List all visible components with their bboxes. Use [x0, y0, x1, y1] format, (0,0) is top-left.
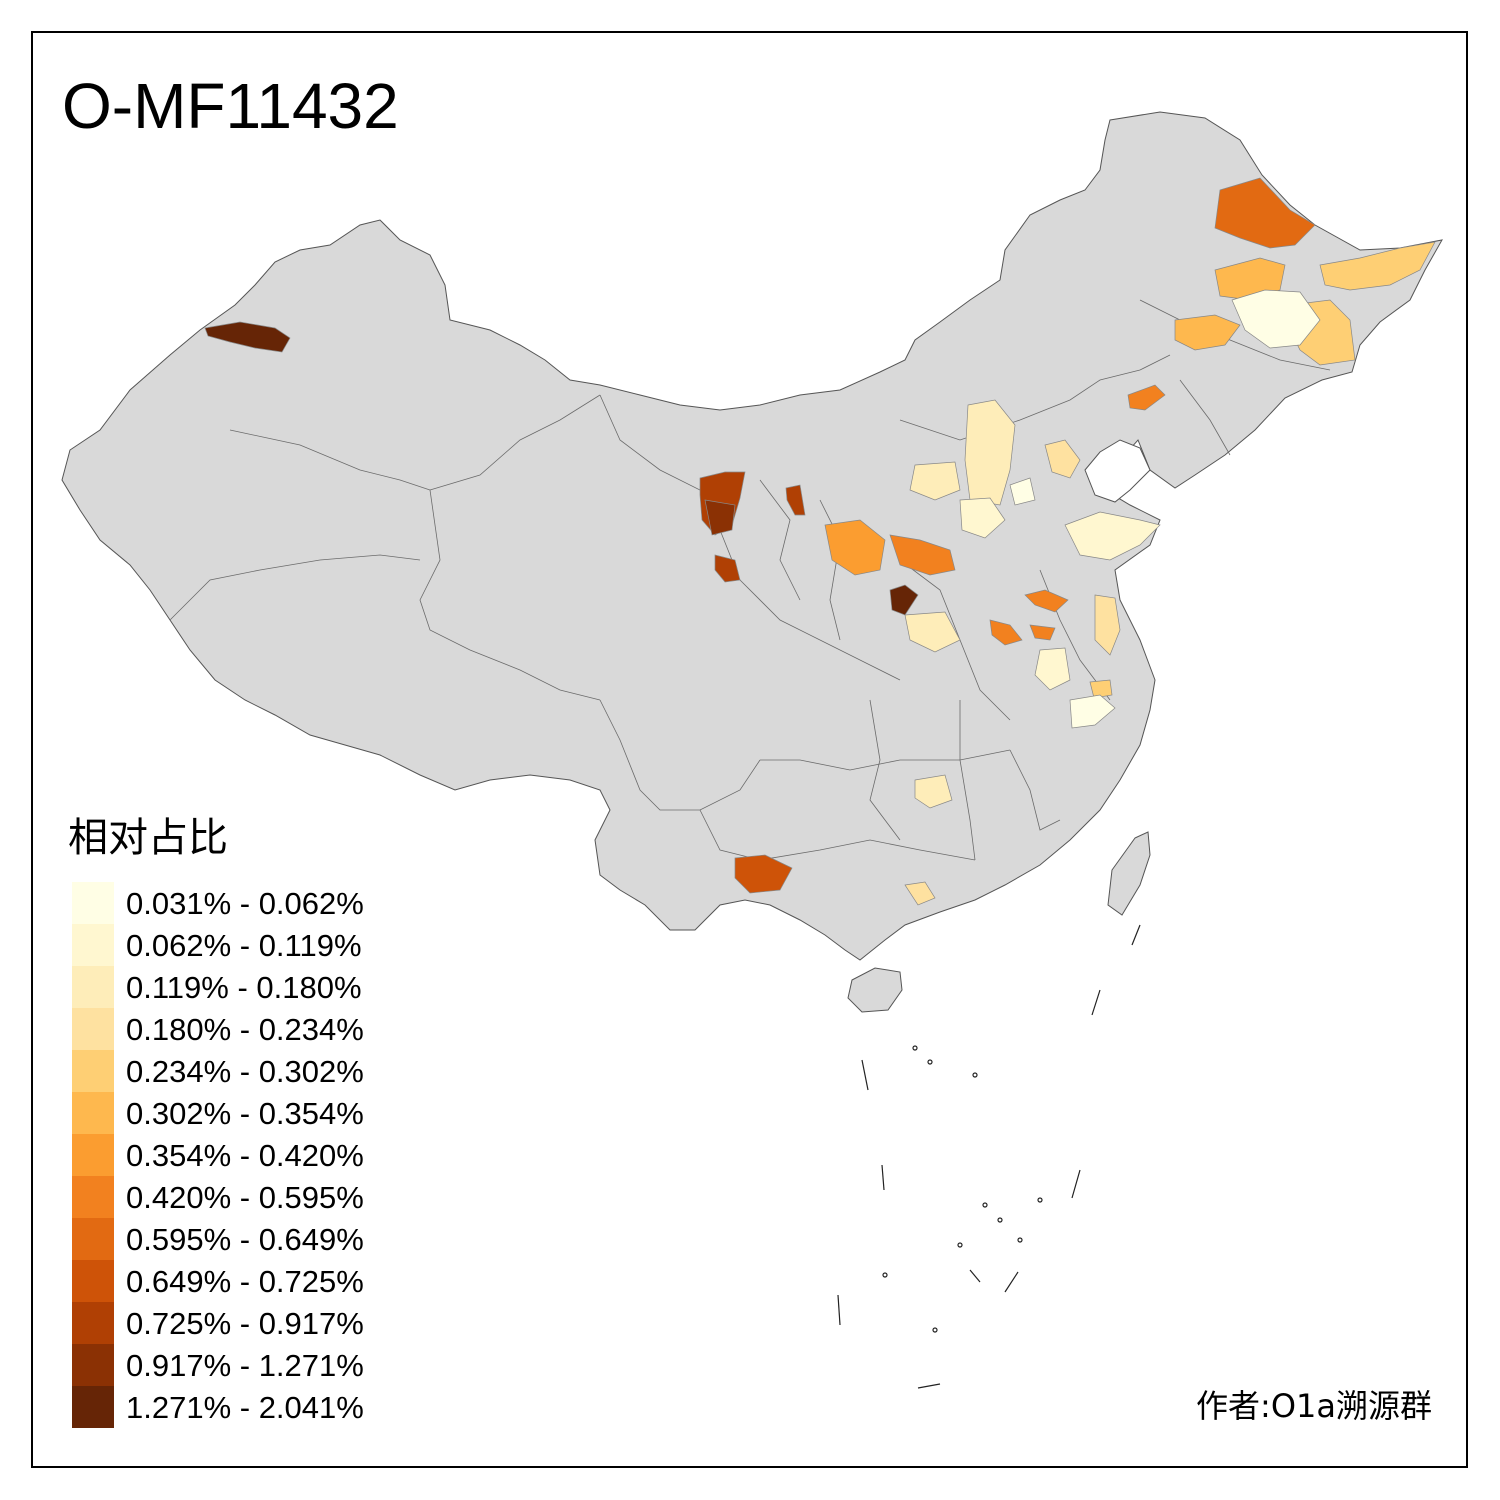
- region-inner-mongolia: [964, 399, 1016, 506]
- legend-label: 0.917% - 1.271%: [126, 1348, 364, 1383]
- region-hubei: [914, 774, 953, 809]
- taiwan-island: [1107, 831, 1151, 916]
- region-beijing: [1009, 477, 1036, 506]
- region-ningxia: [785, 484, 806, 516]
- legend-swatch: [72, 1134, 114, 1176]
- legend-label: 0.180% - 0.234%: [126, 1012, 364, 1047]
- region-shanxi-b: [909, 461, 961, 501]
- region-liaoning-b: [1174, 314, 1241, 351]
- region-shaanxi-a: [824, 519, 886, 576]
- author-credit: 作者:O1a溯源群: [1196, 1387, 1432, 1425]
- province-borders: [169, 299, 1331, 861]
- region-zhangye: [704, 499, 736, 536]
- region-shanxi-a: [889, 534, 956, 576]
- china-landmass: [61, 111, 1443, 961]
- legend-title: 相对占比: [68, 815, 228, 861]
- region-guangdong: [904, 881, 936, 906]
- region-ili: [204, 321, 291, 353]
- legend-swatch: [72, 924, 114, 966]
- legend-swatch: [72, 1302, 114, 1344]
- region-liaoning-a: [1127, 384, 1166, 411]
- legend-swatch: [72, 1260, 114, 1302]
- legend-label: 0.062% - 0.119%: [126, 928, 362, 963]
- region-zhejiang: [1089, 679, 1113, 699]
- bohai-sea: [1084, 439, 1151, 503]
- legend-swatch: [72, 882, 114, 924]
- region-hebei-a: [1044, 439, 1081, 479]
- legend-swatch: [72, 1092, 114, 1134]
- legend-label: 0.354% - 0.420%: [126, 1138, 364, 1173]
- region-yan-an: [889, 584, 919, 616]
- hainan-island: [847, 967, 903, 1013]
- legend-label: 0.725% - 0.917%: [126, 1306, 364, 1341]
- region-jilin-b: [1231, 289, 1321, 349]
- legend-label: 0.595% - 0.649%: [126, 1222, 364, 1257]
- region-henan-b: [1029, 624, 1056, 641]
- colored-regions: [204, 177, 1436, 906]
- legend-label: 0.031% - 0.062%: [126, 886, 364, 921]
- region-guangxi: [734, 854, 793, 894]
- legend-swatch: [72, 1008, 114, 1050]
- region-shandong-a: [1024, 589, 1069, 613]
- legend-label: 0.302% - 0.354%: [126, 1096, 364, 1131]
- south-sea-islands: [837, 924, 1141, 1389]
- region-henan-c: [904, 611, 961, 653]
- region-heilongjiang-c: [1319, 241, 1436, 291]
- legend-swatch: [72, 1386, 114, 1428]
- region-heilongjiang: [1214, 177, 1316, 249]
- map-title: O-MF11432: [62, 70, 399, 142]
- legend-swatch: [72, 1050, 114, 1092]
- region-heilongjiang-b: [1214, 257, 1286, 301]
- region-hebei-b: [959, 497, 1006, 539]
- region-shandong-b: [1064, 511, 1161, 561]
- legend-label: 0.649% - 0.725%: [126, 1264, 364, 1299]
- region-shanghai: [1069, 694, 1116, 729]
- legend-swatch: [72, 966, 114, 1008]
- legend-label: 0.119% - 0.180%: [126, 970, 362, 1005]
- legend-label: 1.271% - 2.041%: [126, 1390, 364, 1425]
- region-jiangsu: [1094, 594, 1121, 656]
- region-henan-a: [989, 619, 1023, 646]
- legend-swatch: [72, 1218, 114, 1260]
- region-anhui: [1034, 647, 1071, 691]
- region-jiuquan-b: [714, 554, 741, 583]
- legend-swatch: [72, 1176, 114, 1218]
- legend-label: 0.420% - 0.595%: [126, 1180, 364, 1215]
- legend-label: 0.234% - 0.302%: [126, 1054, 364, 1089]
- legend-swatch: [72, 1344, 114, 1386]
